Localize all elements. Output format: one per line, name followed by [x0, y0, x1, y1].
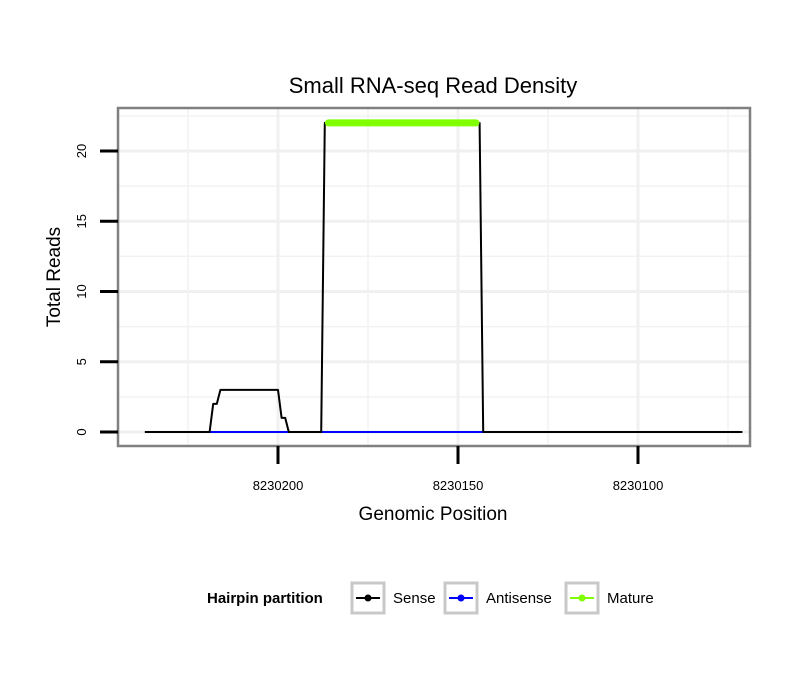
legend-item-sense: Sense: [350, 581, 436, 615]
plot-background: [118, 108, 750, 446]
y-tick-label: 0: [74, 428, 89, 435]
legend-title: Hairpin partition: [207, 590, 323, 607]
legend-item-antisense: Antisense: [443, 581, 552, 615]
legend-key-point: [457, 594, 465, 602]
x-axis-title: Genomic Position: [359, 504, 508, 525]
legend-label: Mature: [607, 590, 654, 607]
legend-label: Sense: [393, 590, 436, 607]
y-axis: 0 5 10 15 20: [74, 144, 118, 436]
y-axis-title: Total Reads: [44, 227, 65, 327]
plot-border: [116, 106, 752, 448]
legend-key-box: [564, 581, 600, 615]
legend-key-point: [578, 594, 586, 602]
x-tick-label: 8230150: [433, 478, 484, 493]
x-axis: 8230200 8230150 8230100: [253, 446, 664, 493]
plot-area: [118, 108, 750, 446]
legend-key-point: [364, 594, 372, 602]
y-tick-label: 20: [74, 144, 89, 158]
legend: Hairpin partition Sense Antisense Mature: [207, 581, 654, 615]
y-tick-label: 15: [74, 214, 89, 228]
chart-title: Small RNA-seq Read Density: [289, 73, 578, 98]
series-layer: [144, 119, 743, 433]
y-tick-label: 5: [74, 358, 89, 365]
y-tick-label: 10: [74, 284, 89, 298]
x-tick-label: 8230100: [613, 478, 664, 493]
x-tick-label: 8230200: [253, 478, 304, 493]
legend-item-mature: Mature: [564, 581, 654, 615]
legend-label: Antisense: [486, 590, 552, 607]
